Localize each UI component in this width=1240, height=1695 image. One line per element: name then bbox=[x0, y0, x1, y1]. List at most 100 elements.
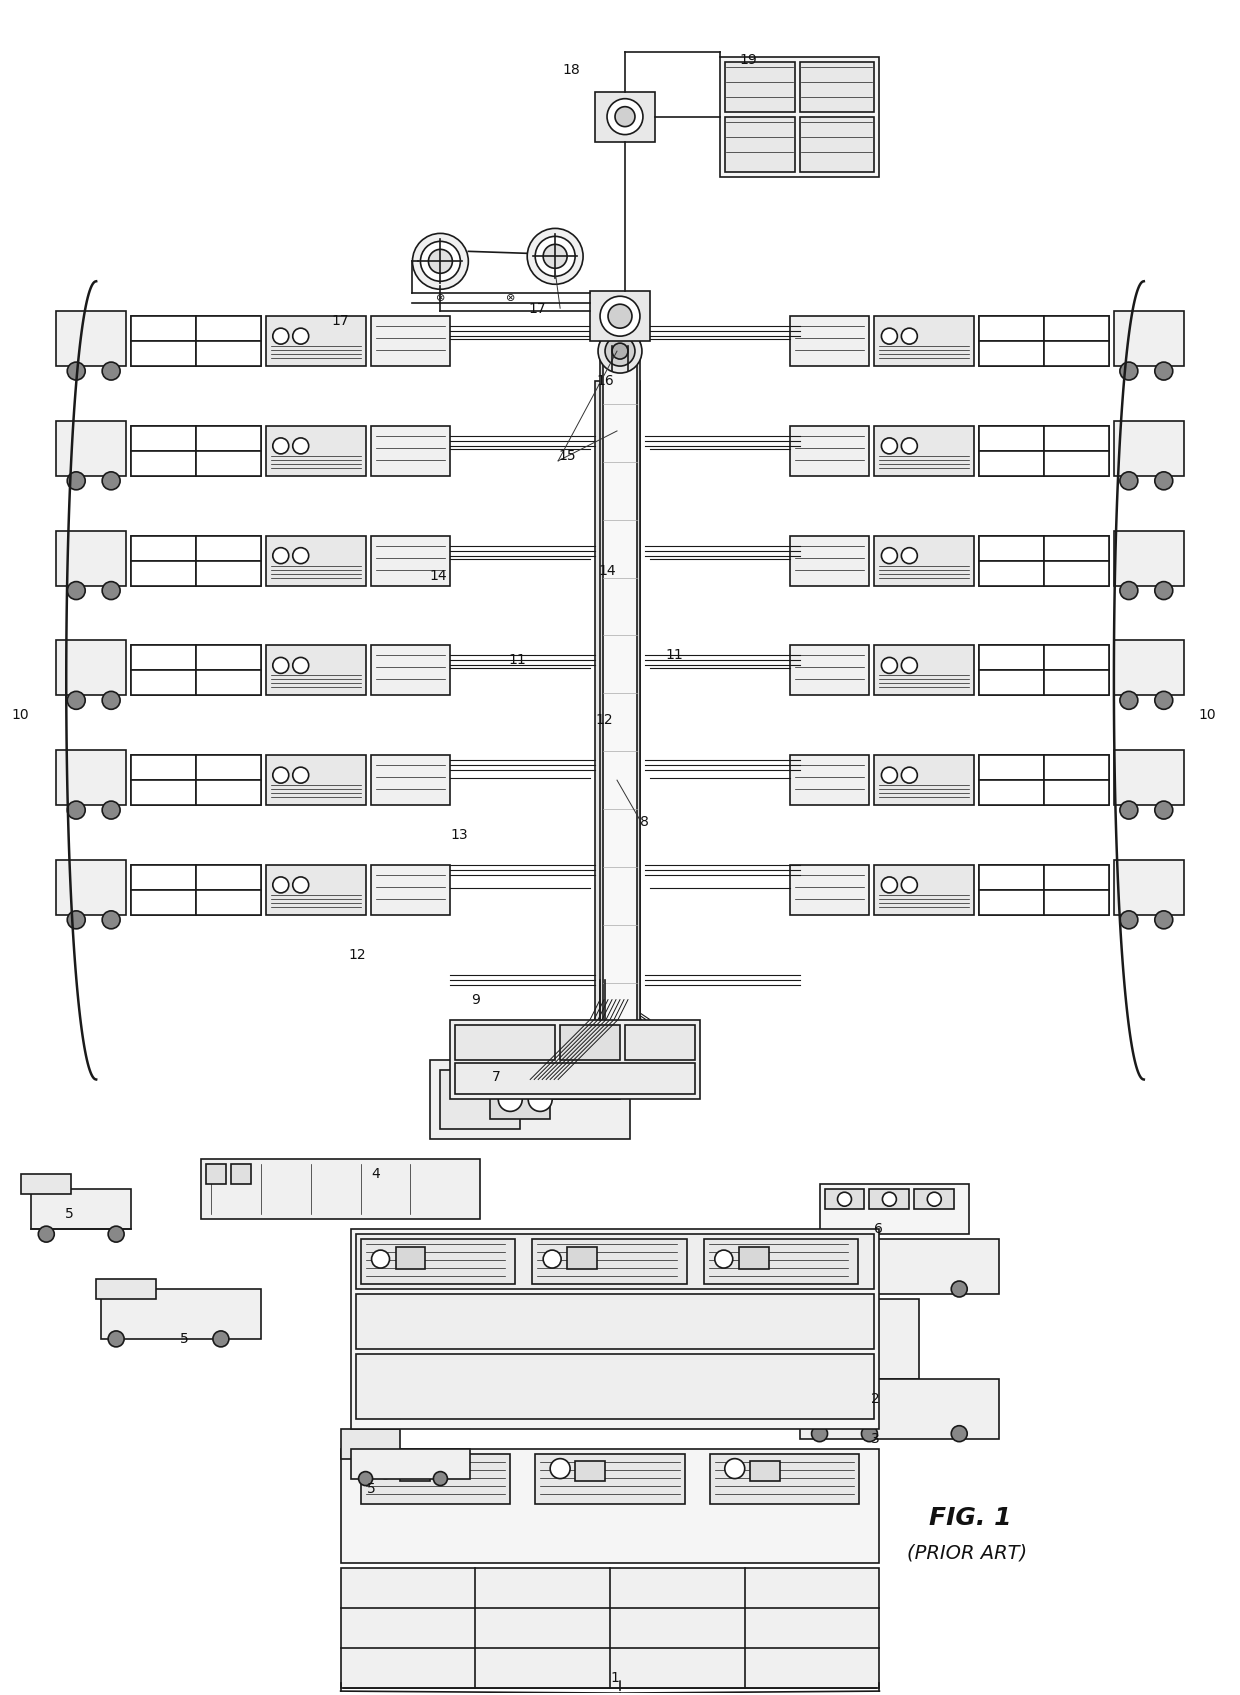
Bar bbox=[131, 780, 196, 805]
Bar bbox=[196, 890, 260, 915]
Bar bbox=[450, 1020, 699, 1100]
Bar bbox=[371, 317, 450, 366]
Bar bbox=[196, 317, 260, 341]
Bar bbox=[820, 1185, 970, 1234]
Bar bbox=[131, 451, 196, 476]
Bar bbox=[206, 1164, 226, 1185]
Bar bbox=[980, 864, 1109, 915]
Circle shape bbox=[528, 1088, 552, 1112]
Bar bbox=[1044, 890, 1109, 915]
Bar bbox=[1044, 756, 1109, 780]
Circle shape bbox=[1120, 692, 1138, 709]
Bar bbox=[265, 317, 366, 366]
Circle shape bbox=[372, 1251, 389, 1268]
Circle shape bbox=[551, 1459, 570, 1478]
Circle shape bbox=[811, 1425, 827, 1442]
Circle shape bbox=[293, 768, 309, 783]
Circle shape bbox=[600, 297, 640, 336]
Bar bbox=[371, 425, 450, 476]
Circle shape bbox=[883, 1192, 897, 1207]
Bar bbox=[800, 61, 874, 112]
Text: (PRIOR ART): (PRIOR ART) bbox=[908, 1544, 1028, 1563]
Bar bbox=[874, 756, 975, 805]
Circle shape bbox=[38, 1225, 55, 1242]
Bar bbox=[625, 1024, 694, 1059]
Circle shape bbox=[882, 768, 898, 783]
Bar bbox=[265, 646, 366, 695]
Bar bbox=[371, 646, 450, 695]
Circle shape bbox=[376, 1459, 396, 1478]
Circle shape bbox=[608, 98, 644, 134]
Text: 1: 1 bbox=[610, 1671, 620, 1685]
Circle shape bbox=[413, 234, 469, 290]
Circle shape bbox=[108, 1331, 124, 1348]
Bar bbox=[825, 1190, 864, 1209]
Bar bbox=[131, 756, 260, 805]
Circle shape bbox=[273, 658, 289, 673]
Bar bbox=[800, 1298, 919, 1378]
Circle shape bbox=[108, 1225, 124, 1242]
Circle shape bbox=[882, 876, 898, 893]
Bar bbox=[1044, 451, 1109, 476]
Circle shape bbox=[273, 876, 289, 893]
Bar bbox=[351, 1229, 879, 1429]
Circle shape bbox=[293, 658, 309, 673]
Bar bbox=[1044, 341, 1109, 366]
Bar bbox=[131, 317, 260, 366]
Bar bbox=[341, 1429, 401, 1459]
Bar bbox=[490, 1080, 551, 1119]
Bar bbox=[196, 451, 260, 476]
Bar bbox=[1044, 561, 1109, 585]
Text: 8: 8 bbox=[640, 815, 649, 829]
Bar bbox=[980, 536, 1044, 561]
Bar bbox=[356, 1293, 874, 1349]
Bar bbox=[980, 864, 1044, 890]
Bar bbox=[131, 756, 196, 780]
Bar bbox=[790, 646, 869, 695]
Bar bbox=[56, 751, 126, 805]
Bar bbox=[131, 536, 196, 561]
Circle shape bbox=[527, 229, 583, 285]
Bar bbox=[790, 317, 869, 366]
Circle shape bbox=[1120, 363, 1138, 380]
Bar bbox=[196, 671, 260, 695]
Text: 3: 3 bbox=[872, 1432, 880, 1446]
Circle shape bbox=[543, 1251, 562, 1268]
Text: 5: 5 bbox=[64, 1207, 73, 1220]
Circle shape bbox=[543, 244, 567, 268]
Bar bbox=[196, 536, 260, 561]
Bar bbox=[560, 1024, 620, 1059]
Circle shape bbox=[613, 342, 627, 359]
Circle shape bbox=[605, 336, 635, 366]
Bar bbox=[401, 1461, 430, 1480]
Bar bbox=[131, 317, 196, 341]
Bar bbox=[430, 1059, 630, 1139]
Bar bbox=[265, 536, 366, 585]
Circle shape bbox=[213, 1331, 229, 1348]
Text: 9: 9 bbox=[471, 993, 480, 1007]
Bar bbox=[131, 425, 260, 476]
Bar bbox=[356, 1354, 874, 1419]
Bar bbox=[719, 56, 879, 176]
Circle shape bbox=[1154, 363, 1173, 380]
Bar bbox=[980, 561, 1044, 585]
Bar bbox=[603, 344, 637, 1076]
Bar bbox=[201, 1159, 480, 1219]
Bar bbox=[532, 1239, 687, 1285]
Circle shape bbox=[837, 1192, 852, 1207]
Circle shape bbox=[608, 303, 632, 329]
Text: 5: 5 bbox=[367, 1481, 376, 1495]
Circle shape bbox=[67, 910, 86, 929]
Bar bbox=[440, 1070, 521, 1129]
Circle shape bbox=[420, 241, 460, 281]
Circle shape bbox=[273, 329, 289, 344]
Bar bbox=[56, 420, 126, 476]
Bar bbox=[1114, 751, 1184, 805]
Bar bbox=[56, 641, 126, 695]
Bar bbox=[196, 341, 260, 366]
Circle shape bbox=[434, 1471, 448, 1485]
Circle shape bbox=[615, 107, 635, 127]
Bar bbox=[265, 756, 366, 805]
Circle shape bbox=[1120, 471, 1138, 490]
Circle shape bbox=[102, 692, 120, 709]
